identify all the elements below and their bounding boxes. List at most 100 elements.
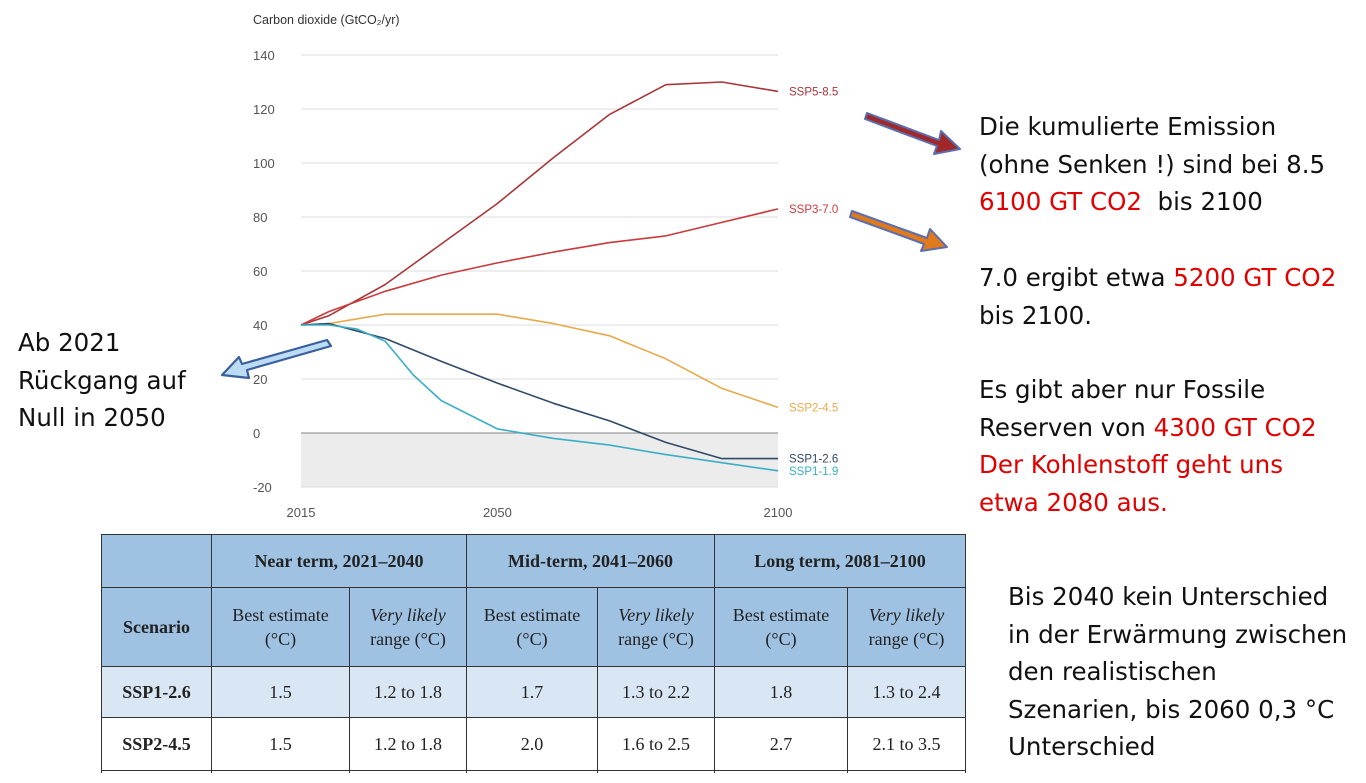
left-note-line-1: Ab 2021 <box>18 328 121 357</box>
table-corner <box>101 534 212 588</box>
right-note-bis-2100: bis 2100 <box>1141 187 1263 216</box>
y-tick-label: 0 <box>253 426 260 441</box>
series-line-ssp1-19 <box>301 324 779 472</box>
period-long-term: Long term, 2081–2100 <box>713 534 967 588</box>
scenario-header: Scenario <box>101 587 212 667</box>
likely-range-label: Very likely <box>370 605 446 625</box>
table-row-cut <box>101 770 967 773</box>
reserves-text: Reserven von <box>979 412 1154 442</box>
table-cell: 1.5 <box>211 666 350 718</box>
table-period-row: Near term, 2021–2040 Mid-term, 2041–2060… <box>101 534 967 588</box>
warming-table: Near term, 2021–2040 Mid-term, 2041–2060… <box>101 534 967 773</box>
row-scenario: SSP2-4.5 <box>101 717 212 771</box>
period-near-term: Near term, 2021–2040 <box>211 534 467 588</box>
value-6100: 6100 GT CO2 <box>979 187 1142 216</box>
table-cell: 1.3 to 2.4 <box>846 666 967 718</box>
right-note-line-1: Die kumulierte Emission <box>979 112 1277 141</box>
right-note-line-4: 7.0 ergibt etwa 5200 GT CO2 <box>979 259 1336 297</box>
bottom-right-note: Bis 2040 kein Unterschied in der Erwärmu… <box>1008 578 1347 766</box>
table-cell <box>846 770 967 773</box>
right-note-line-6: Es gibt aber nur Fossile <box>979 375 1266 404</box>
series-label: SSP3-7.0 <box>789 204 838 216</box>
emissions-chart-svg: 140 120 100 80 60 40 20 0 -20 2015 2050 2100 Carbon … <box>253 13 838 520</box>
y-tick-label: 80 <box>253 210 267 225</box>
right-note-line-5: bis 2100. <box>979 300 1093 330</box>
row-scenario: SSP1-2.6 <box>101 666 212 718</box>
bottom-note-line-2: in der Erwärmung zwischen <box>1008 619 1348 649</box>
period-mid-term: Mid-term, 2041–2060 <box>466 534 715 588</box>
table-cell: 2.7 <box>714 717 848 771</box>
table-row: SSP2-4.5 1.5 1.2 to 1.8 2.0 1.6 to 2.5 2… <box>101 717 967 771</box>
table-cell: 1.6 to 2.5 <box>597 717 715 771</box>
table-cell <box>101 770 212 773</box>
table-cell <box>211 770 350 773</box>
bottom-note-line-3: den realistischen <box>1008 657 1217 686</box>
table-subheader-row: Scenario Best estimate (°C) Very likely ra… <box>101 587 967 667</box>
bottom-note-line-1: Bis 2040 kein Unterschied <box>1008 582 1329 611</box>
table-cell: 2.1 to 3.5 <box>846 717 967 771</box>
table-cell: 1.8 <box>714 666 848 718</box>
right-note-emission: Die kumulierte Emission (ohne Senken !) … <box>979 108 1325 221</box>
right-note-line-9: etwa 2080 aus. <box>979 487 1168 517</box>
table-cell <box>466 770 598 773</box>
best-estimate-header: Best estimate (°C) <box>466 587 598 667</box>
table-cell: 2.0 <box>466 717 598 771</box>
y-tick-label: 40 <box>253 318 267 333</box>
emissions-chart: 140 120 100 80 60 40 20 0 -20 2015 2050 2100 Carbon … <box>245 0 890 530</box>
series-label: SSP1-2.6 <box>789 454 838 466</box>
series-label: SSP1-1.9 <box>789 466 838 478</box>
left-note-line-3: Null in 2050 <box>18 403 166 432</box>
series-label: SSP2-4.5 <box>789 402 838 414</box>
x-tick-label: 2050 <box>483 505 512 520</box>
ssp370-text: 7.0 ergibt etwa <box>979 263 1174 292</box>
best-estimate-unit: (°C) <box>516 629 548 649</box>
right-note-line-8: Der Kohlenstoff geht uns <box>979 450 1283 479</box>
table-cell <box>597 770 715 773</box>
y-tick-label: -20 <box>253 480 272 495</box>
y-tick-label: 120 <box>253 102 275 117</box>
y-tick-label: 140 <box>253 48 275 63</box>
table-cell <box>714 770 848 773</box>
table-cell: 1.7 <box>466 666 598 718</box>
best-estimate-header: Best estimate (°C) <box>211 587 350 667</box>
left-note-line-2: Rückgang auf <box>18 365 186 395</box>
table-cell: 1.2 to 1.8 <box>349 717 467 771</box>
likely-range-header: Very likely range (°C) <box>846 587 967 667</box>
right-note-ssp370: 7.0 ergibt etwa 5200 GT CO2 bis 2100. <box>979 259 1336 334</box>
best-estimate-label: Best estimate <box>732 605 830 625</box>
value-4300: 4300 GT CO2 <box>1153 412 1317 442</box>
table-row: SSP1-2.6 1.5 1.2 to 1.8 1.7 1.3 to 2.2 1… <box>101 666 967 718</box>
x-tick-label: 2100 <box>764 505 793 520</box>
likely-range-unit: range (°C) <box>868 629 945 649</box>
bottom-note-line-5: Unterschied <box>1008 732 1156 761</box>
table-cell: 1.3 to 2.2 <box>597 666 715 718</box>
likely-range-label: Very likely <box>868 605 945 625</box>
best-estimate-header: Best estimate (°C) <box>714 587 848 667</box>
table-cell: 1.2 to 1.8 <box>349 666 467 718</box>
likely-range-header: Very likely range (°C) <box>597 587 715 667</box>
likely-range-unit: range (°C) <box>370 629 446 649</box>
best-estimate-label: Best estimate <box>232 605 329 625</box>
y-tick-label: 60 <box>253 264 267 279</box>
table-cell: 1.5 <box>211 717 350 771</box>
y-axis-label: Carbon dioxide (GtCO₂/yr) <box>253 13 400 27</box>
series-line-ssp3-70 <box>300 208 779 326</box>
series-line-ssp2-45 <box>300 313 779 409</box>
right-note-line-3: 6100 GT CO2 bis 2100 <box>979 183 1325 221</box>
x-tick-label: 2015 <box>287 505 316 520</box>
right-note-reserves: Es gibt aber nur Fossile Reserven von 43… <box>979 371 1317 521</box>
likely-range-header: Very likely range (°C) <box>349 587 467 667</box>
y-tick-label: 20 <box>253 372 267 387</box>
table-cell <box>349 770 467 773</box>
likely-range-unit: range (°C) <box>618 629 694 649</box>
best-estimate-label: Best estimate <box>483 605 581 625</box>
bottom-note-line-4: Szenarien, bis 2060 0,3 °C <box>1008 694 1335 724</box>
likely-range-label: Very likely <box>618 605 694 625</box>
value-5200: 5200 GT CO2 <box>1173 263 1337 292</box>
best-estimate-unit: (°C) <box>765 629 797 649</box>
left-note: Ab 2021 Rückgang auf Null in 2050 <box>18 324 186 437</box>
best-estimate-unit: (°C) <box>264 629 297 649</box>
series-line-ssp5-85 <box>300 81 779 326</box>
series-line-ssp1-26 <box>300 322 778 460</box>
y-tick-label: 100 <box>253 156 275 171</box>
